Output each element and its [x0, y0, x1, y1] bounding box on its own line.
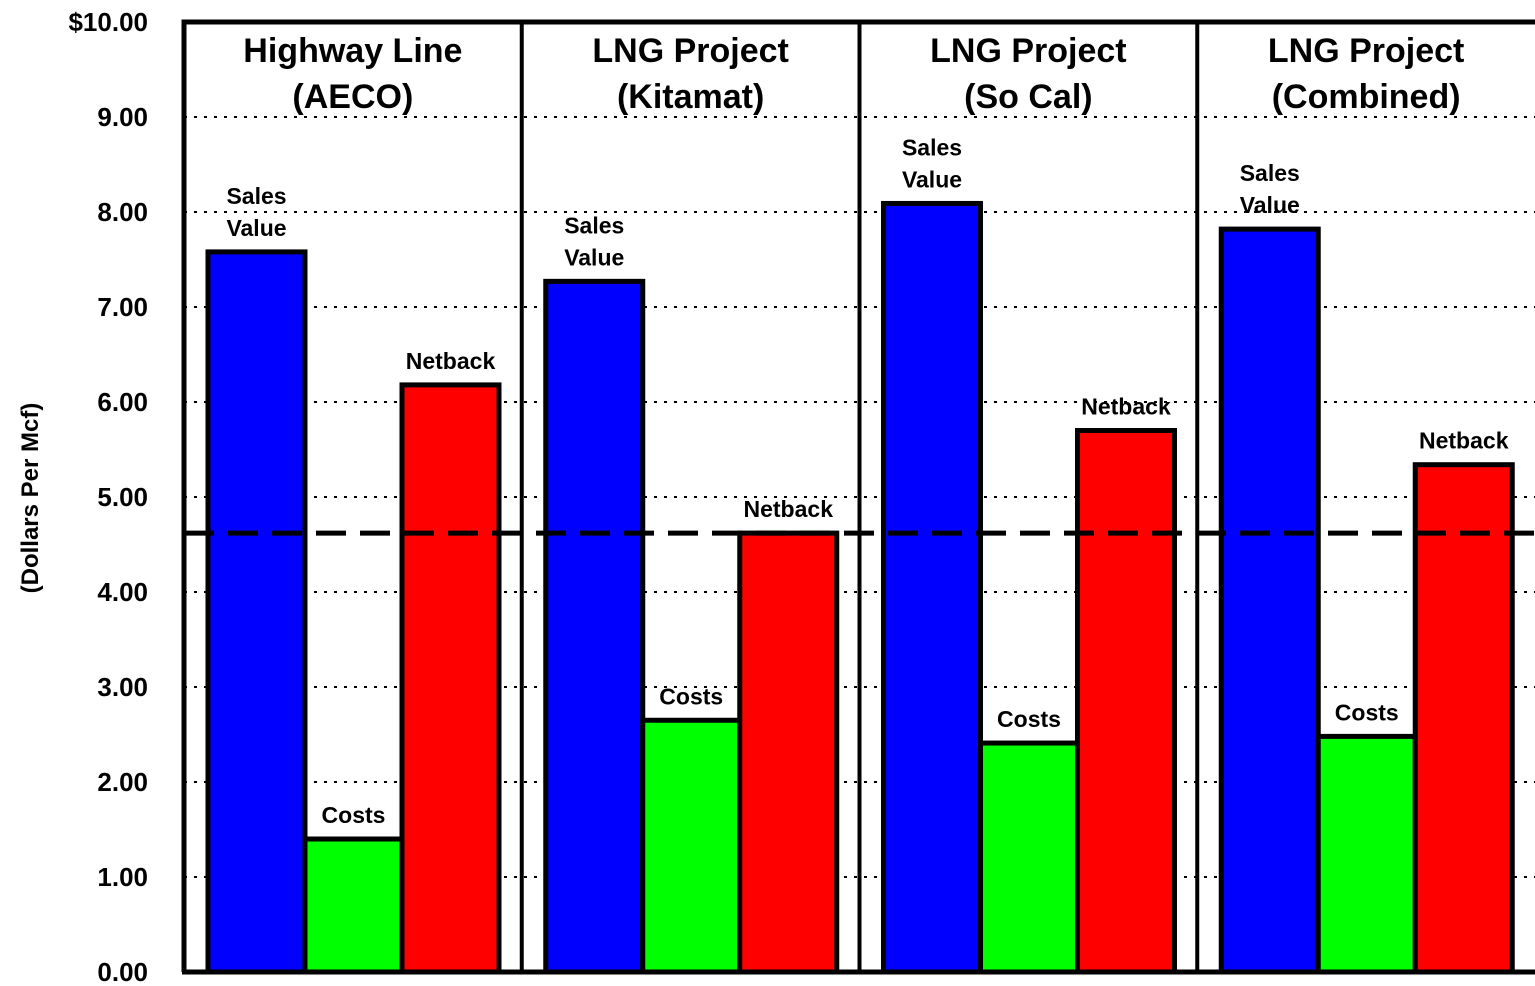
- y-tick-label: 1.00: [97, 862, 148, 892]
- y-tick-label: 9.00: [97, 102, 148, 132]
- bars: [205, 200, 1515, 975]
- costs-label: Costs: [997, 706, 1061, 732]
- plot-frame: [181, 19, 1535, 975]
- y-tick-label: 2.00: [97, 767, 148, 797]
- y-tick-label: 7.00: [97, 292, 148, 322]
- y-tick-label: 6.00: [97, 387, 148, 417]
- panel-title: (Kitamat): [617, 78, 764, 116]
- sales-label: Sales: [564, 212, 624, 238]
- sales-bar: [205, 249, 308, 975]
- panel-title: LNG Project: [930, 32, 1126, 70]
- costs-bar: [302, 836, 405, 975]
- sales-label: Value: [1240, 192, 1300, 218]
- costs-bar: [640, 717, 743, 975]
- sales-label: Sales: [1240, 160, 1300, 186]
- netback-label: Netback: [744, 496, 834, 522]
- y-tick-label: 3.00: [97, 672, 148, 702]
- netback-bar: [1412, 462, 1515, 975]
- y-tick-label: 4.00: [97, 577, 148, 607]
- costs-label: Costs: [1335, 699, 1399, 725]
- sales-label: Sales: [226, 183, 286, 209]
- panel-title: LNG Project: [592, 32, 788, 70]
- panel-titles: Highway Line (AECO) LNG Project (Kitamat) LN…: [243, 32, 1464, 116]
- panel-title: LNG Project: [1268, 32, 1464, 70]
- netback-label: Netback: [1081, 394, 1171, 420]
- sales-bar: [1218, 226, 1321, 975]
- panel-title: (So Cal): [964, 78, 1092, 116]
- panel-title: Highway Line: [243, 32, 462, 70]
- y-tick-label: 0.00: [97, 957, 148, 986]
- y-tick-label: $10.00: [68, 7, 148, 37]
- netback-bar: [737, 530, 840, 975]
- y-axis-label: (Dollars Per Mcf): [17, 403, 44, 594]
- bar-labels: Sales Value Costs Netback Sales Value Costs Net…: [226, 134, 1508, 828]
- sales-bar: [881, 200, 983, 975]
- sales-label: Value: [564, 244, 624, 270]
- costs-bar: [978, 740, 1080, 975]
- netback-bar: [399, 382, 502, 975]
- sales-label: Value: [902, 166, 962, 192]
- sales-bar: [543, 278, 646, 975]
- y-tick-label: 5.00: [97, 482, 148, 512]
- y-tick-label: 8.00: [97, 197, 148, 227]
- netback-label: Netback: [406, 348, 496, 374]
- costs-bar: [1315, 733, 1418, 975]
- sales-label: Value: [226, 215, 286, 241]
- sales-label: Sales: [902, 134, 962, 160]
- netback-label: Netback: [1419, 428, 1509, 454]
- panel-title: (AECO): [292, 78, 413, 116]
- plot-border: [181, 19, 1535, 972]
- panel-title: (Combined): [1272, 78, 1461, 116]
- netback-bar: [1075, 428, 1177, 975]
- costs-label: Costs: [322, 802, 386, 828]
- y-axis-ticks: 0.00 1.00 2.00 3.00 4.00 5.00 6.00 7.00 8.00 9.00…: [68, 7, 148, 986]
- costs-label: Costs: [659, 683, 723, 709]
